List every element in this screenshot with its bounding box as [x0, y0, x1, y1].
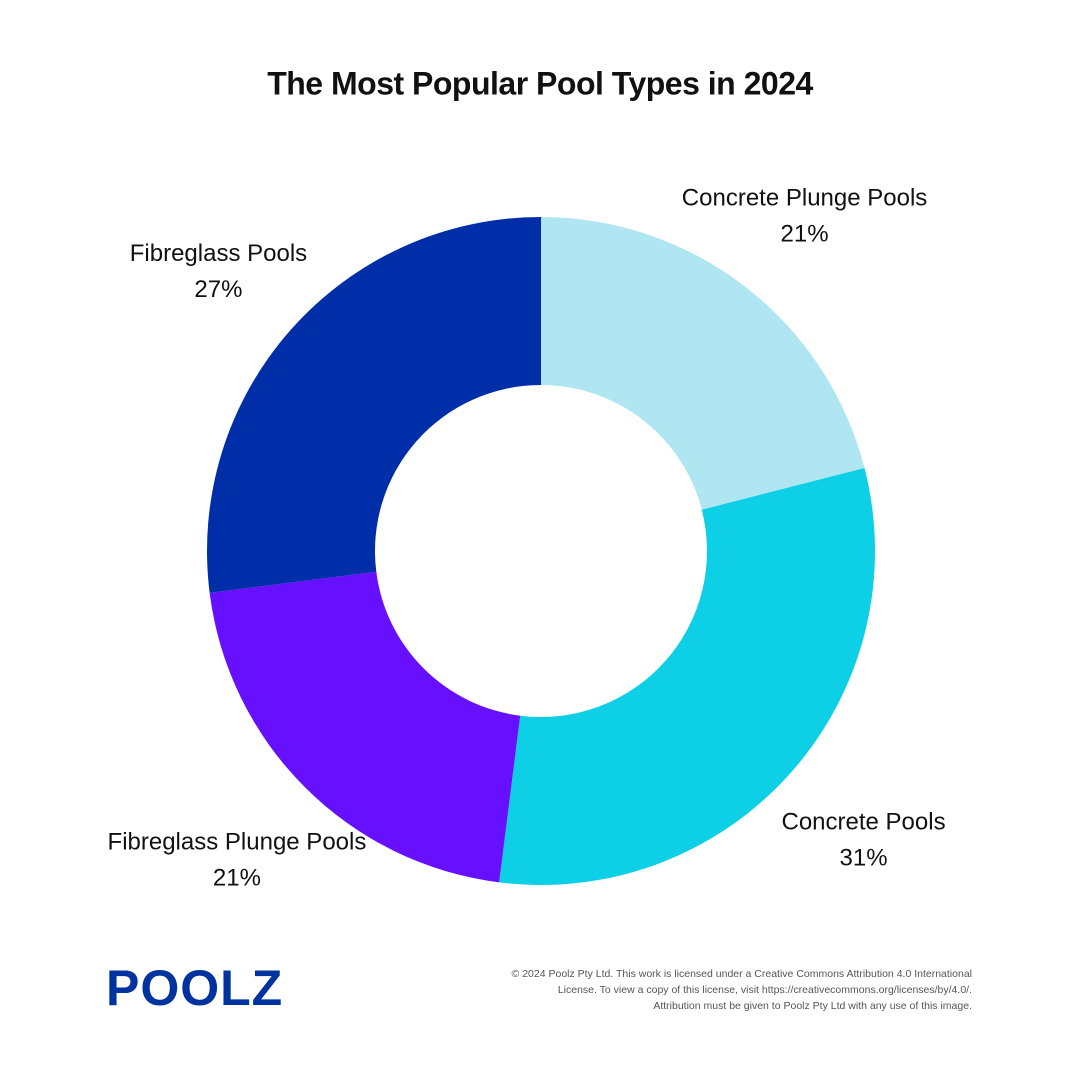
donut-slice	[209, 571, 521, 883]
footer-line: © 2024 Poolz Pty Ltd. This work is licen…	[512, 968, 972, 980]
footer-line: Attribution must be given to Poolz Pty L…	[653, 1000, 972, 1012]
slice-label: Concrete Pools	[782, 809, 946, 836]
logo: POOLZ	[106, 960, 283, 1016]
value-label: 21%	[781, 221, 829, 248]
slice-label: Concrete Plunge Pools	[682, 185, 927, 212]
value-label: 27%	[194, 276, 242, 303]
value-label: 21%	[213, 864, 261, 891]
donut-slice	[499, 467, 875, 885]
slice-label: Fibreglass Plunge Pools	[108, 828, 367, 855]
chart-title: The Most Popular Pool Types in 2024	[267, 65, 813, 101]
donut-slice	[206, 217, 541, 593]
slice-label: Fibreglass Pools	[130, 240, 307, 267]
donut-slice	[541, 217, 865, 510]
value-label: 31%	[840, 845, 888, 872]
footer-line: License. To view a copy of this license,…	[558, 984, 972, 996]
